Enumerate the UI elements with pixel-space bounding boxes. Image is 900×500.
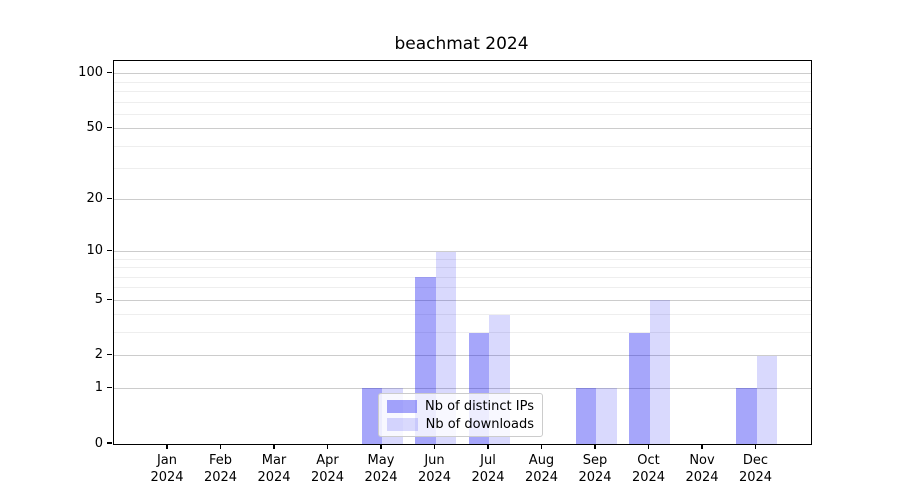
bar-sep-downloads (596, 388, 617, 444)
bar-oct-ips (629, 332, 650, 444)
x-tick-mark (219, 444, 222, 449)
x-tick-label: Jun 2024 (417, 453, 452, 485)
x-tick-label: Jul 2024 (471, 453, 505, 485)
gridline-minor (114, 267, 811, 269)
gridline-minor (114, 101, 811, 103)
gridline-major (114, 355, 811, 357)
x-tick-label: Mar 2024 (257, 453, 291, 485)
y-tick-mark (107, 442, 112, 444)
x-tick-mark (273, 444, 275, 449)
gridline-major (114, 73, 811, 75)
x-tick-mark (701, 444, 703, 449)
legend-swatch-downloads (387, 417, 418, 431)
y-tick-mark (107, 386, 112, 388)
y-tick-mark (107, 250, 112, 252)
y-tick-label: 2 (94, 347, 103, 363)
x-tick-mark (540, 444, 543, 449)
gridline-minor (114, 168, 811, 170)
gridline-minor (114, 276, 811, 278)
x-tick-mark (754, 444, 757, 449)
gridline-major (114, 128, 811, 130)
x-tick-label: Nov 2024 (685, 453, 719, 485)
legend-label-downloads: Nb of downloads (425, 416, 534, 432)
y-tick-label: 5 (94, 291, 103, 307)
gridline-major (114, 299, 811, 301)
y-tick-mark (107, 127, 112, 129)
gridline-minor (114, 332, 811, 334)
y-tick-mark (107, 72, 112, 74)
x-tick-label: Jan 2024 (150, 453, 184, 485)
x-tick-mark (326, 444, 329, 449)
gridline-minor (114, 91, 811, 93)
legend: Nb of distinct IPs Nb of downloads (378, 393, 543, 437)
chart-title: beachmat 2024 (394, 34, 529, 54)
x-tick-label: Sep 2024 (578, 453, 612, 485)
y-tick-label: 20 (86, 191, 103, 207)
legend-label-distinct-ips: Nb of distinct IPs (425, 398, 534, 414)
plot-area (113, 60, 812, 445)
gridline-minor (114, 113, 811, 115)
y-tick-label: 100 (78, 65, 103, 81)
gridline-minor (114, 81, 811, 83)
x-tick-label: Dec 2024 (738, 453, 773, 485)
y-tick-mark (107, 354, 112, 356)
gridline-minor (114, 258, 811, 260)
y-tick-mark (107, 198, 112, 200)
gridline-major (114, 199, 811, 201)
x-tick-mark (433, 444, 436, 449)
bar-dec-downloads (756, 355, 777, 444)
y-tick-label: 50 (86, 120, 103, 136)
y-tick-mark (107, 298, 112, 300)
y-tick-label: 10 (86, 243, 103, 259)
x-tick-mark (380, 444, 382, 449)
bar-oct-downloads (649, 300, 670, 444)
x-tick-mark (487, 444, 489, 449)
gridline-minor (114, 287, 811, 289)
bar-dec-ips (736, 388, 757, 444)
x-tick-label: May 2024 (364, 453, 398, 485)
legend-item-distinct-ips: Nb of distinct IPs (387, 399, 534, 414)
x-tick-mark (594, 444, 596, 449)
x-tick-label: Oct 2024 (631, 453, 666, 485)
x-tick-label: Aug 2024 (524, 453, 559, 485)
y-tick-label: 1 (94, 379, 103, 395)
x-tick-label: Feb 2024 (203, 453, 238, 485)
gridline-major (114, 251, 811, 253)
legend-item-downloads: Nb of downloads (387, 417, 534, 432)
y-tick-label: 0 (94, 435, 103, 451)
x-tick-label: Apr 2024 (310, 453, 345, 485)
legend-swatch-distinct-ips (387, 399, 418, 413)
x-tick-mark (647, 444, 650, 449)
gridline-major (114, 387, 811, 389)
bar-sep-ips (575, 388, 596, 444)
bar-may-ips (361, 388, 382, 444)
gridline-minor (114, 314, 811, 316)
gridline-minor (114, 145, 811, 147)
x-tick-mark (166, 444, 168, 449)
